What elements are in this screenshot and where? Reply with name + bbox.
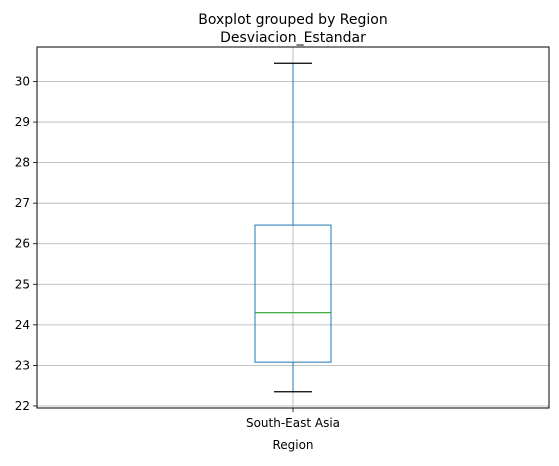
y-tick-label: 28 — [15, 156, 30, 170]
x-axis-label: Region — [272, 438, 313, 452]
x-tick-label: South-East Asia — [246, 416, 340, 430]
y-tick-label: 29 — [15, 115, 30, 129]
y-tick-label: 24 — [15, 318, 30, 332]
y-tick-label: 30 — [15, 74, 30, 88]
box-layer — [254, 62, 332, 393]
y-tick-label: 22 — [15, 399, 30, 413]
y-tick-label: 26 — [15, 237, 30, 251]
y-tick-label: 27 — [15, 196, 30, 210]
chart-title: Desviacion_Estandar — [220, 30, 366, 46]
box-group — [254, 62, 332, 393]
chart-suptitle: Boxplot grouped by Region — [198, 12, 387, 28]
y-tick-label: 25 — [15, 277, 30, 291]
iqr-box — [254, 224, 332, 363]
y-tick-label: 23 — [15, 358, 30, 372]
tick-layer: 22 23 24 25 26 27 28 29 30 South-East Asia — [15, 74, 340, 430]
